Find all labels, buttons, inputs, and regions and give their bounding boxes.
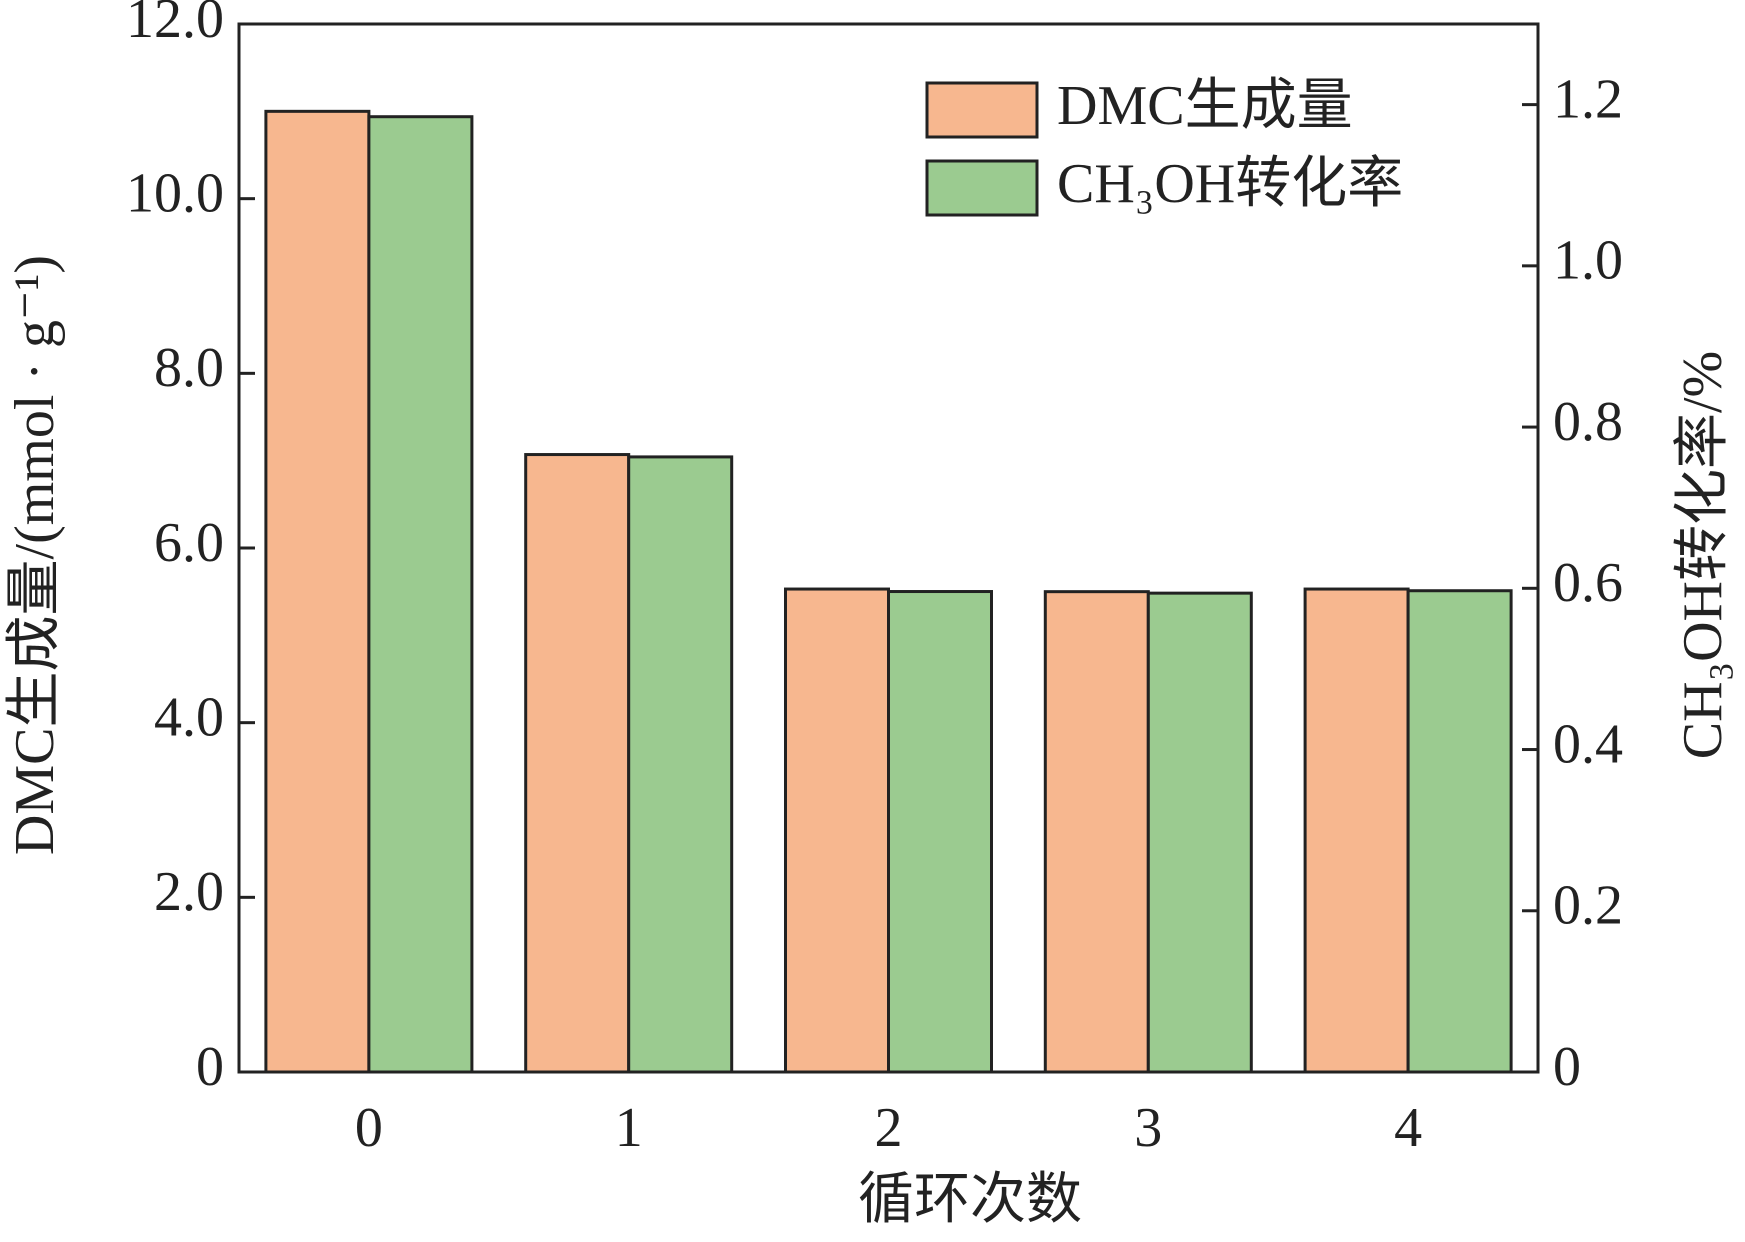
x-tick-label: 1 — [615, 1097, 643, 1159]
bar — [627, 455, 734, 1074]
y-tick-label: 0.2 — [1553, 875, 1623, 937]
legend-swatch — [925, 159, 1039, 217]
x-tick-label: 0 — [355, 1097, 383, 1159]
bar — [264, 109, 371, 1074]
y-axis-label: DMC生成量/(mmol · g⁻¹) — [4, 255, 66, 855]
y-tick-label: 10.0 — [126, 163, 224, 225]
bar — [1303, 587, 1410, 1074]
y-tick-label: 6.0 — [154, 512, 224, 574]
bar — [887, 590, 993, 1074]
y-tick-label: 1.2 — [1553, 68, 1623, 130]
x-tick-label: 2 — [875, 1097, 903, 1159]
y-tick-label: 4.0 — [154, 687, 224, 749]
x-tick-label: 3 — [1134, 1097, 1162, 1159]
bar — [784, 587, 890, 1074]
y-tick-label: 0.6 — [1553, 552, 1623, 614]
y-tick-label: 8.0 — [154, 337, 224, 399]
legend-label: CH₃OH转化率 — [1057, 153, 1403, 215]
bar — [1146, 591, 1253, 1074]
y-tick-label: 12.0 — [126, 0, 224, 50]
y-tick-label: 0 — [196, 1036, 224, 1098]
y-tick-label: 1.0 — [1553, 230, 1623, 292]
y-tick-label: 0 — [1553, 1036, 1581, 1098]
bar — [524, 453, 631, 1074]
bar — [1043, 590, 1150, 1074]
legend-label: DMC生成量 — [1057, 75, 1353, 137]
y-tick-label: 0.4 — [1553, 713, 1623, 775]
x-axis-label: 循环次数 — [858, 1169, 1082, 1231]
legend-swatch — [925, 81, 1039, 139]
y-tick-label: 2.0 — [154, 861, 224, 923]
bar — [1406, 589, 1513, 1074]
x-tick-label: 4 — [1394, 1097, 1422, 1159]
y2-axis-label: CH₃OH转化率/% — [1672, 351, 1734, 759]
plot-frame — [237, 22, 1540, 1074]
y-tick-label: 0.8 — [1553, 391, 1623, 453]
bar — [367, 115, 474, 1074]
